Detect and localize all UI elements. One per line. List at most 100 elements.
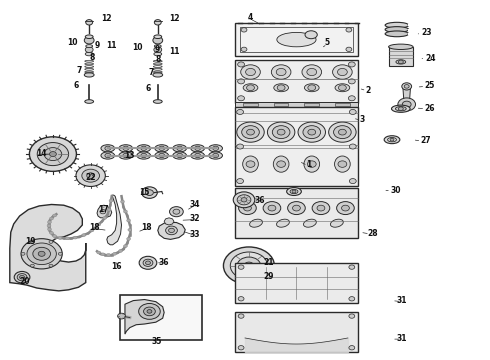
Circle shape	[166, 226, 177, 235]
Text: 13: 13	[124, 151, 135, 160]
Bar	[235, 23, 358, 56]
Circle shape	[241, 47, 247, 51]
Bar	[120, 295, 202, 340]
Circle shape	[276, 68, 286, 76]
Circle shape	[141, 146, 147, 150]
Bar	[235, 263, 358, 303]
Circle shape	[339, 129, 346, 135]
Circle shape	[349, 265, 355, 269]
Circle shape	[29, 137, 76, 171]
Circle shape	[238, 62, 245, 67]
Circle shape	[237, 109, 244, 114]
Ellipse shape	[154, 45, 161, 48]
Circle shape	[119, 249, 122, 252]
Ellipse shape	[305, 31, 318, 39]
Circle shape	[244, 262, 254, 269]
Circle shape	[53, 214, 56, 217]
Ellipse shape	[396, 60, 406, 64]
Ellipse shape	[273, 156, 289, 172]
Circle shape	[277, 161, 286, 167]
Ellipse shape	[137, 145, 150, 152]
Ellipse shape	[173, 152, 187, 159]
Text: 1: 1	[306, 161, 311, 170]
Circle shape	[349, 144, 356, 149]
Circle shape	[349, 297, 355, 301]
Polygon shape	[164, 218, 174, 225]
Text: 24: 24	[425, 54, 436, 63]
Circle shape	[271, 65, 291, 79]
Text: 8: 8	[90, 53, 95, 62]
Text: 36: 36	[159, 258, 170, 266]
Circle shape	[237, 144, 244, 149]
Ellipse shape	[173, 145, 187, 152]
Circle shape	[123, 146, 129, 150]
Circle shape	[107, 253, 110, 256]
Circle shape	[97, 223, 101, 226]
Ellipse shape	[243, 84, 258, 92]
Circle shape	[101, 253, 105, 256]
Circle shape	[398, 60, 403, 64]
Ellipse shape	[137, 152, 150, 159]
Circle shape	[27, 243, 56, 265]
Circle shape	[223, 247, 274, 284]
Ellipse shape	[101, 145, 115, 152]
Circle shape	[308, 85, 316, 91]
Circle shape	[103, 216, 107, 219]
Circle shape	[49, 231, 53, 234]
Circle shape	[246, 161, 255, 167]
Bar	[235, 102, 358, 107]
Circle shape	[277, 85, 285, 91]
Circle shape	[346, 28, 352, 32]
Ellipse shape	[155, 152, 169, 159]
Text: 15: 15	[139, 189, 150, 197]
Circle shape	[195, 153, 200, 158]
Ellipse shape	[191, 145, 204, 152]
Bar	[389, 47, 413, 66]
Ellipse shape	[85, 100, 94, 103]
Circle shape	[21, 252, 25, 255]
Bar	[243, 103, 258, 106]
Circle shape	[173, 209, 180, 214]
Bar	[335, 103, 350, 106]
Circle shape	[143, 259, 153, 266]
Text: 17: 17	[98, 205, 109, 214]
Text: 16: 16	[111, 262, 122, 271]
Circle shape	[121, 200, 124, 203]
Circle shape	[241, 198, 247, 202]
Circle shape	[170, 207, 183, 217]
Circle shape	[242, 126, 259, 139]
Ellipse shape	[395, 107, 406, 111]
Circle shape	[146, 261, 150, 265]
Text: 7: 7	[148, 68, 153, 77]
Ellipse shape	[274, 84, 289, 92]
Circle shape	[49, 217, 53, 220]
Text: 7: 7	[77, 66, 82, 75]
Ellipse shape	[153, 73, 163, 77]
Circle shape	[105, 146, 111, 150]
Circle shape	[37, 143, 69, 166]
Circle shape	[239, 202, 256, 215]
Ellipse shape	[191, 152, 204, 159]
Text: 32: 32	[190, 215, 200, 223]
Text: 28: 28	[367, 229, 378, 238]
Bar	[304, 103, 319, 106]
Polygon shape	[97, 205, 112, 218]
Circle shape	[146, 190, 153, 195]
Circle shape	[398, 98, 416, 111]
Circle shape	[402, 101, 411, 108]
Circle shape	[329, 122, 356, 142]
Circle shape	[238, 79, 245, 84]
Ellipse shape	[277, 32, 316, 47]
Text: 22: 22	[85, 173, 96, 182]
Circle shape	[272, 126, 290, 139]
Ellipse shape	[155, 145, 169, 152]
Ellipse shape	[287, 188, 301, 195]
Circle shape	[53, 235, 56, 238]
Circle shape	[58, 252, 62, 255]
Circle shape	[237, 257, 261, 274]
Ellipse shape	[243, 156, 258, 172]
Ellipse shape	[388, 138, 396, 142]
Text: 4: 4	[247, 13, 252, 22]
Ellipse shape	[119, 152, 133, 159]
Text: 12: 12	[101, 14, 112, 23]
